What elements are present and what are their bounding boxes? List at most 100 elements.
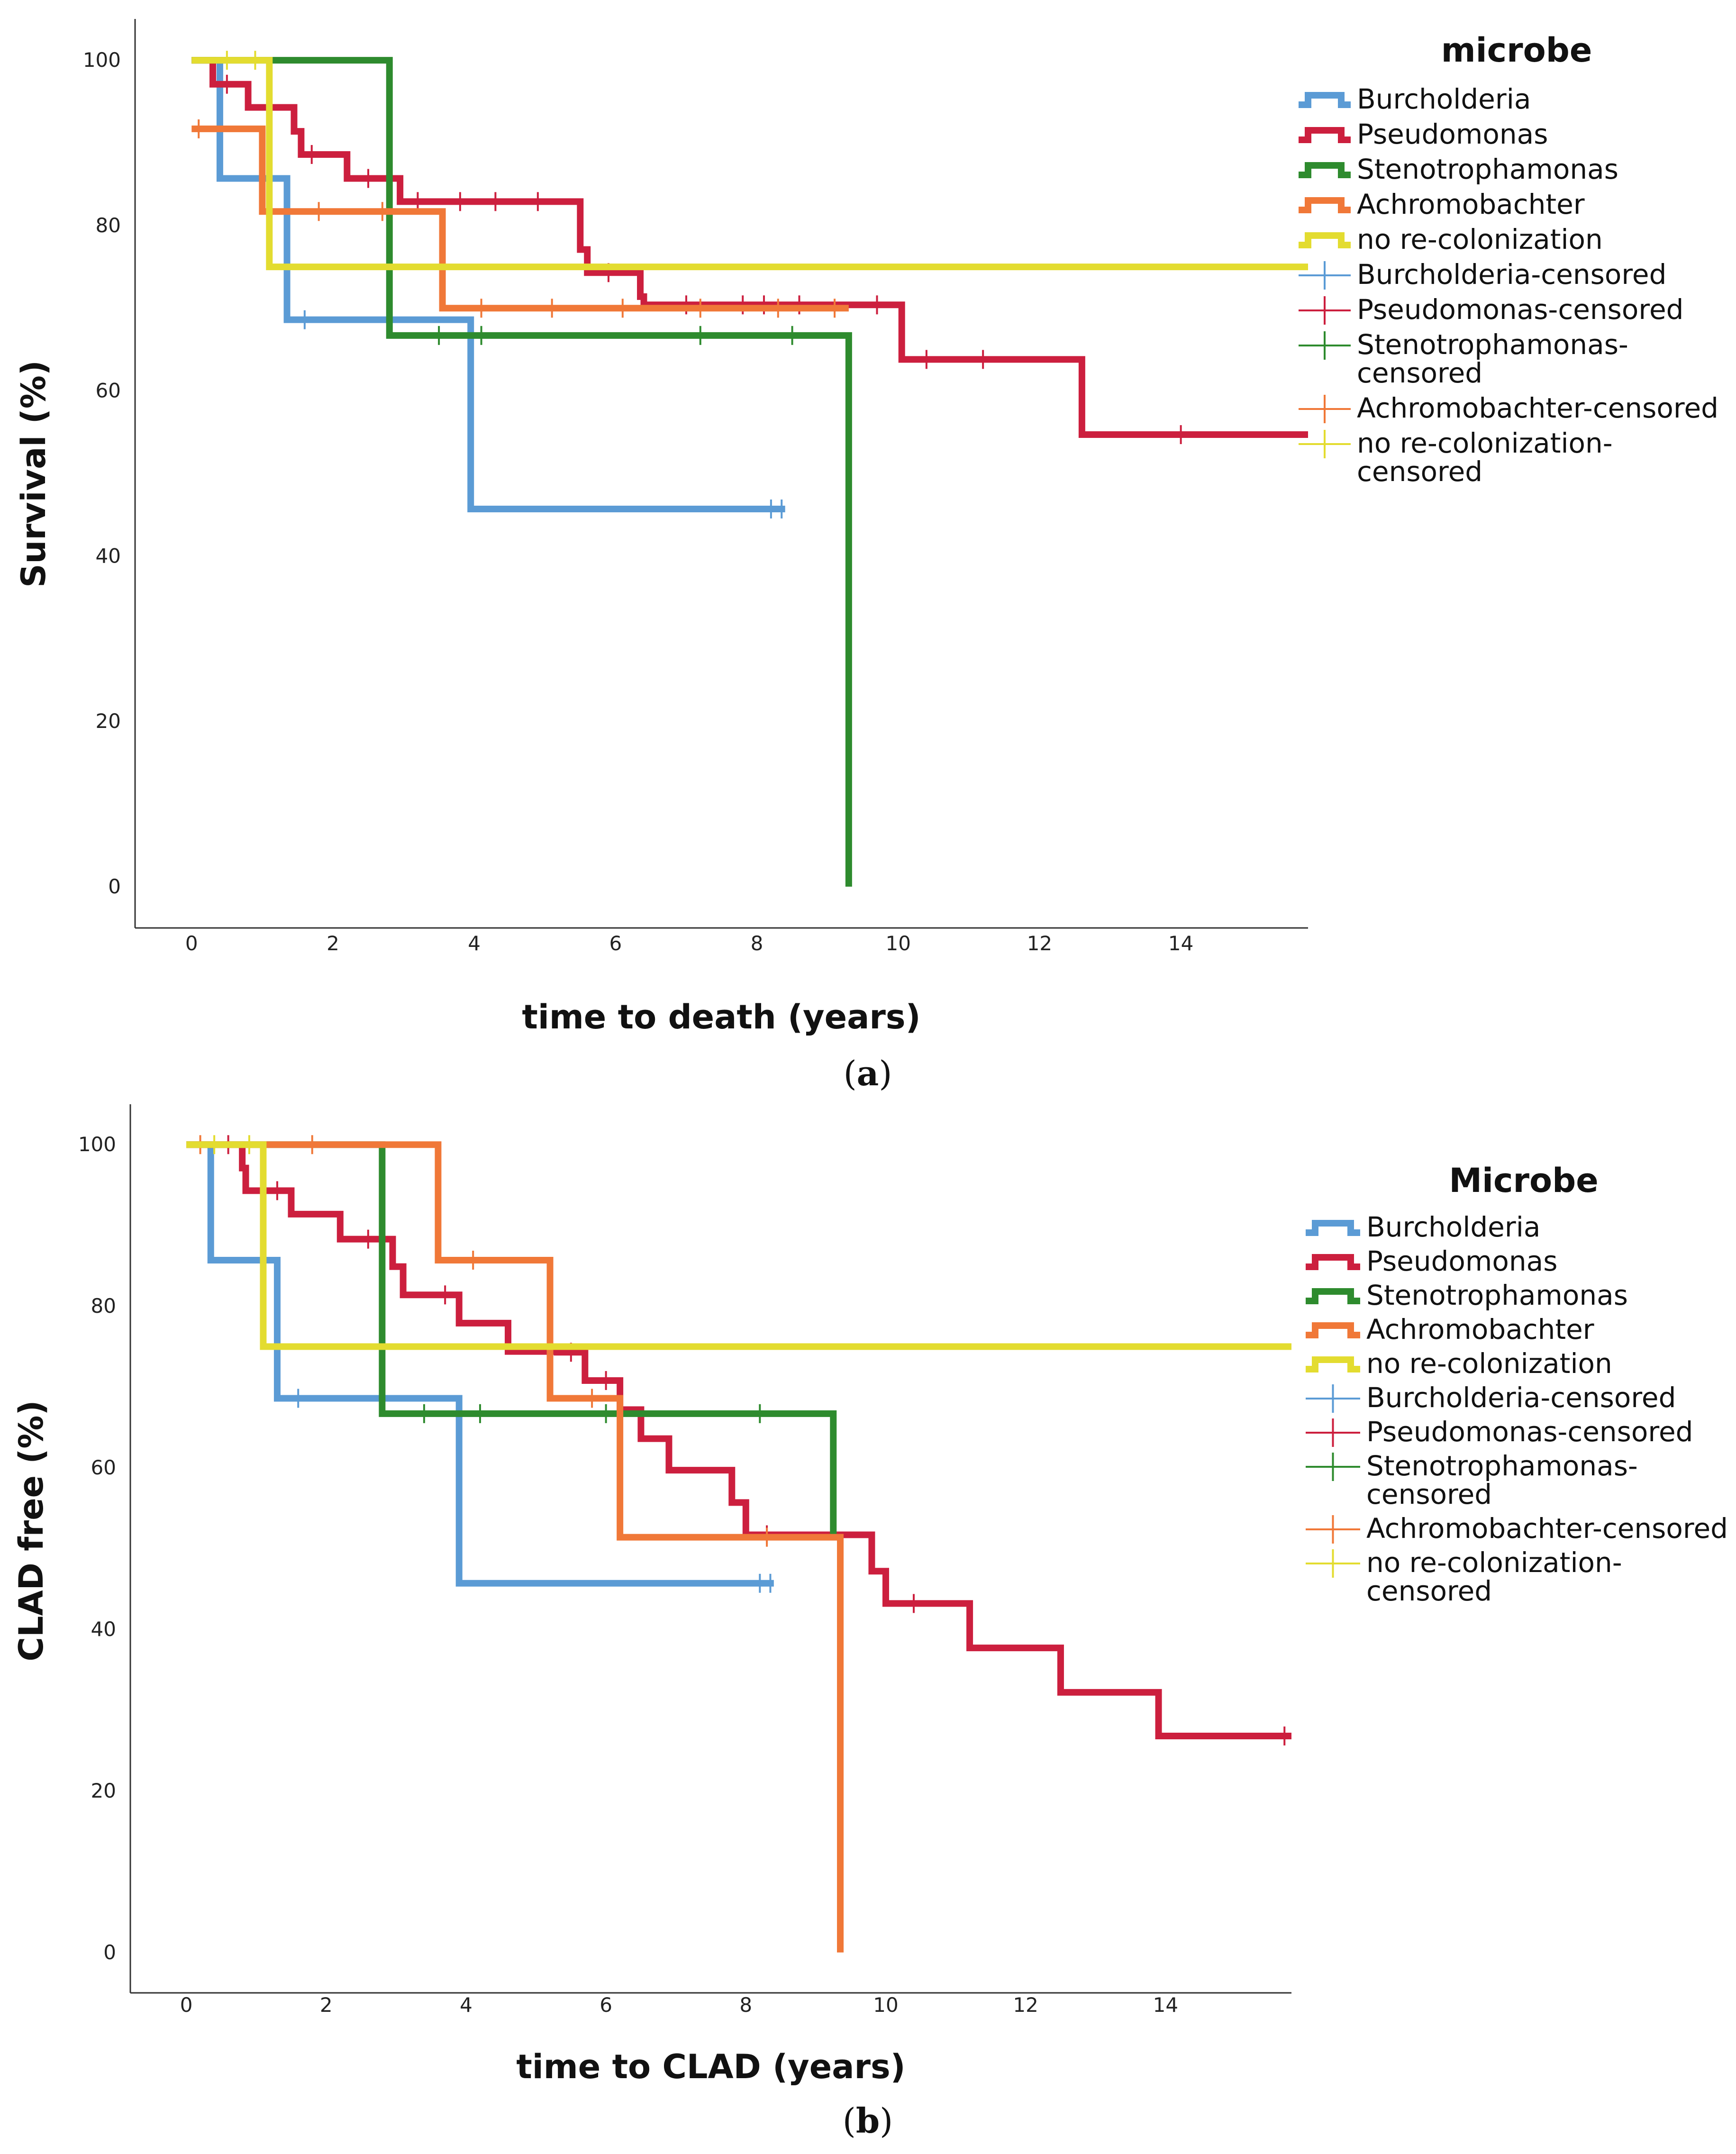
legend-label: Stenotrophamonas- xyxy=(1357,328,1628,361)
series-achromobachter xyxy=(191,119,849,318)
y-tick-label: 80 xyxy=(91,1294,116,1318)
series-no-re-colonization xyxy=(191,51,1308,271)
legend-entry: Stenotrophamonas xyxy=(1306,1279,1628,1311)
legend-swatch-line xyxy=(1299,162,1351,178)
legend-label: Pseudomonas xyxy=(1366,1245,1557,1277)
legend-label: Burcholderia-censored xyxy=(1366,1381,1676,1414)
x-axis-ticks: 0 2 4 6 8 10 12 14 xyxy=(180,1993,1178,2017)
x-tick-label: 0 xyxy=(180,1993,193,2017)
legend-entry: Stenotrophamonas-censored xyxy=(1306,1450,1638,1510)
x-tick-label: 6 xyxy=(600,1993,612,2017)
y-tick-label: 20 xyxy=(96,709,121,733)
legend: Microbe BurcholderiaPseudomonasStenotrop… xyxy=(1306,1161,1728,1607)
y-tick-label: 80 xyxy=(96,214,121,237)
y-tick-label: 40 xyxy=(91,1618,116,1641)
legend-entry: Achromobachter xyxy=(1306,1313,1594,1345)
survival-curve xyxy=(191,125,849,312)
plot-frame xyxy=(134,19,1308,929)
legend-swatch-line xyxy=(1299,197,1351,213)
legend-entries: BurcholderiaPseudomonasStenotrophamonasA… xyxy=(1306,1211,1728,1607)
survival-curve xyxy=(186,1141,774,1587)
panel-b-clad-free-chart: 0 20 40 60 80 100 0 2 4 6 8 10 12 14 time to CLAD (y… xyxy=(12,1104,1728,2141)
x-tick-label: 8 xyxy=(751,932,763,955)
legend-label: Achromobachter xyxy=(1357,188,1585,220)
x-tick-label: 4 xyxy=(460,1993,473,2017)
survival-curve xyxy=(186,1141,1291,1350)
series-no-re-colonization xyxy=(186,1135,1291,1350)
survival-curve xyxy=(191,57,785,512)
y-tick-label: 40 xyxy=(96,544,121,567)
x-tick-label: 12 xyxy=(1013,1993,1038,2017)
legend-title: Microbe xyxy=(1449,1161,1598,1200)
legend-label: Pseudomonas-censored xyxy=(1357,293,1683,326)
x-tick-label: 10 xyxy=(873,1993,898,2017)
legend-label: no re-colonization xyxy=(1357,223,1603,255)
legend-entry: Pseudomonas xyxy=(1306,1245,1557,1277)
legend-label-continued: censored xyxy=(1357,357,1482,389)
legend-swatch-line xyxy=(1306,1322,1360,1338)
panel-a-survival-chart: 0 20 40 60 80 100 0 2 4 6 8 10 12 14 time to death (… xyxy=(14,19,1718,1093)
legend-label: no re-colonization- xyxy=(1366,1546,1622,1579)
series-group xyxy=(186,1135,1291,1953)
legend-entry: Achromobachter-censored xyxy=(1299,392,1718,424)
legend-label: Stenotrophamonas xyxy=(1357,153,1618,185)
legend-entry: no re-colonization-censored xyxy=(1306,1546,1622,1607)
legend-entry: no re-colonization-censored xyxy=(1299,427,1613,488)
legend-entry: no re-colonization xyxy=(1299,223,1603,255)
panel-caption: (a) xyxy=(844,1053,892,1093)
y-axis-title: CLAD free (%) xyxy=(12,1400,51,1661)
legend-label: no re-colonization xyxy=(1366,1347,1612,1380)
x-tick-label: 10 xyxy=(886,932,911,955)
x-tick-label: 14 xyxy=(1153,1993,1178,2017)
legend-label-continued: censored xyxy=(1357,455,1482,488)
survival-curve xyxy=(186,1141,1291,1739)
survival-curve xyxy=(191,57,1308,271)
panel-caption: (b) xyxy=(843,2100,893,2141)
series-pseudomonas xyxy=(186,1135,1291,1745)
legend-entry: no re-colonization xyxy=(1306,1347,1612,1380)
legend-title: microbe xyxy=(1441,31,1592,70)
legend-entry: Achromobachter xyxy=(1299,188,1585,220)
y-tick-label: 100 xyxy=(78,1133,116,1156)
legend-label: Pseudomonas xyxy=(1357,118,1548,150)
legend: microbe BurcholderiaPseudomonasStenotrop… xyxy=(1299,31,1718,488)
legend-entries: BurcholderiaPseudomonasStenotrophamonasA… xyxy=(1299,83,1718,488)
series-burcholderia xyxy=(191,57,785,518)
legend-swatch-line xyxy=(1306,1356,1360,1372)
x-tick-label: 14 xyxy=(1168,932,1193,955)
legend-label: Achromobachter-censored xyxy=(1366,1512,1728,1545)
x-tick-label: 0 xyxy=(185,932,198,955)
series-stenotrophamonas xyxy=(191,57,852,887)
panel-caption-letter: b xyxy=(856,2100,880,2141)
x-tick-label: 12 xyxy=(1027,932,1052,955)
x-axis-ticks: 0 2 4 6 8 10 12 14 xyxy=(185,932,1193,955)
x-axis-title: time to CLAD (years) xyxy=(516,2047,905,2086)
legend-label: Burcholderia-censored xyxy=(1357,258,1666,291)
legend-entry: Pseudomonas xyxy=(1299,118,1548,150)
survival-curve xyxy=(191,57,852,887)
legend-entry: Pseudomonas-censored xyxy=(1299,293,1683,326)
x-tick-label: 8 xyxy=(739,1993,752,2017)
legend-label-continued: censored xyxy=(1366,1575,1492,1607)
legend-label: Achromobachter xyxy=(1366,1313,1594,1345)
x-tick-label: 6 xyxy=(609,932,622,955)
legend-label: Stenotrophamonas xyxy=(1366,1279,1628,1311)
y-tick-label: 20 xyxy=(91,1779,116,1802)
series-burcholderia xyxy=(186,1141,774,1593)
legend-swatch-line xyxy=(1306,1288,1360,1304)
panel-caption-letter: a xyxy=(857,1053,879,1093)
legend-label: Burcholderia xyxy=(1357,83,1531,115)
legend-entry: Burcholderia xyxy=(1306,1211,1540,1243)
y-axis-title: Survival (%) xyxy=(14,360,53,588)
legend-entry: Burcholderia xyxy=(1299,83,1531,115)
legend-label: Achromobachter-censored xyxy=(1357,392,1718,424)
plot-frame xyxy=(129,1104,1291,1994)
legend-swatch-line xyxy=(1299,92,1351,108)
y-tick-label: 60 xyxy=(96,379,121,402)
legend-entry: Stenotrophamonas xyxy=(1299,153,1618,185)
legend-entry: Stenotrophamonas-censored xyxy=(1299,328,1628,389)
legend-swatch-line xyxy=(1299,232,1351,248)
x-tick-label: 4 xyxy=(468,932,481,955)
legend-label: Stenotrophamonas- xyxy=(1366,1450,1638,1482)
